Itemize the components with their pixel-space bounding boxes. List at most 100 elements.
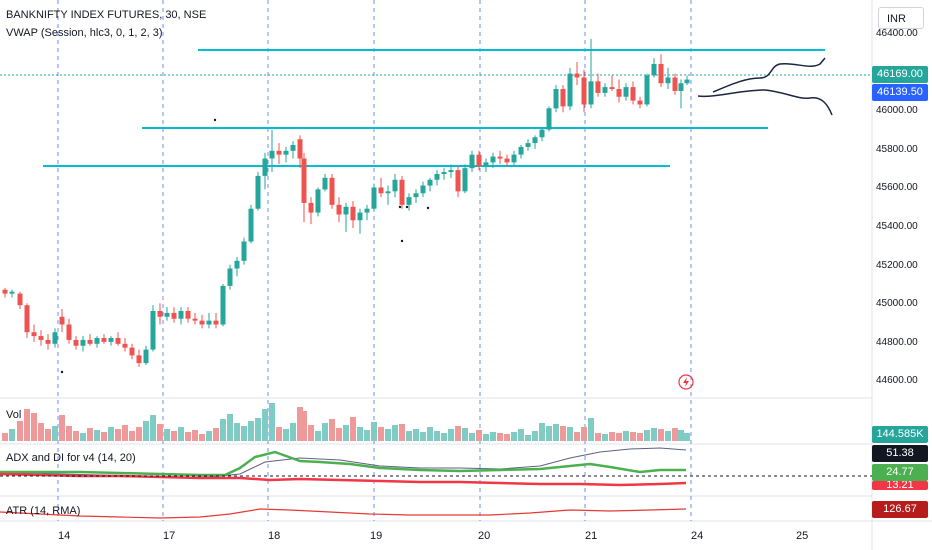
volume-bar <box>588 418 594 441</box>
volume-bar <box>581 427 587 441</box>
volume-bar <box>24 409 30 441</box>
candle-body <box>490 156 496 163</box>
candle-body <box>616 89 622 97</box>
candle-body <box>343 206 349 215</box>
volume-bar <box>9 429 15 441</box>
volume-bar <box>364 430 370 441</box>
currency-selector[interactable]: INR <box>878 7 924 29</box>
volume-label[interactable]: Vol <box>6 409 22 421</box>
volume-bar <box>684 433 690 441</box>
volume-bar <box>483 434 489 441</box>
marker-dot <box>400 239 404 243</box>
symbol-title[interactable]: BANKNIFTY INDEX FUTURES, 30, NSE <box>6 9 207 21</box>
candle-body <box>87 339 93 344</box>
volume-bar <box>290 423 296 441</box>
candle-body <box>322 177 328 190</box>
candle-body <box>157 310 163 317</box>
volume-bar <box>672 428 678 441</box>
volume-bar <box>164 429 170 441</box>
volume-bar <box>73 431 79 441</box>
adx-label[interactable]: ADX and DI for v4 (14, 20) <box>6 452 136 464</box>
candle-body <box>504 158 510 163</box>
price-tick-label: 45600.00 <box>876 182 918 194</box>
candle-body <box>420 185 426 194</box>
volume-bar <box>52 426 58 441</box>
volume-bar <box>66 426 72 441</box>
volume-bar <box>87 428 93 441</box>
volume-bar <box>108 427 114 441</box>
candle-body <box>213 320 219 325</box>
volume-bar <box>399 424 405 441</box>
time-tick-label: 21 <box>585 530 598 542</box>
candle-body <box>560 89 566 107</box>
volume-bar <box>455 426 461 441</box>
candle-body <box>178 310 184 319</box>
candle-body <box>9 291 15 294</box>
candle-body <box>150 310 156 350</box>
candle-body <box>94 338 100 344</box>
candle-body <box>609 87 615 90</box>
candle-body <box>38 336 44 340</box>
candle-body <box>637 100 643 105</box>
price-tick-label: 45200.00 <box>876 259 918 271</box>
candle-body <box>497 156 503 159</box>
volume-bar <box>80 433 86 441</box>
volume-bar <box>462 428 468 441</box>
volume-bar <box>357 427 363 441</box>
volume-bar <box>385 429 391 441</box>
atr-label[interactable]: ATR (14, RMA) <box>6 505 81 517</box>
drawing-stroke <box>697 89 833 116</box>
candle-body <box>80 339 86 346</box>
price-tick-label: 45000.00 <box>876 298 918 310</box>
volume-bar <box>143 421 149 441</box>
volume-bar <box>276 427 282 441</box>
volume-bar <box>658 429 664 441</box>
vwap-indicator-label[interactable]: VWAP (Session, hlc3, 0, 1, 2, 3) <box>6 27 163 39</box>
candle-body <box>665 77 671 84</box>
time-tick-label: 25 <box>796 530 809 542</box>
candle-body <box>413 193 419 198</box>
marker-dot <box>213 118 217 122</box>
candle-body <box>588 81 594 105</box>
volume-bar <box>378 427 384 441</box>
time-tick-label: 20 <box>478 530 491 542</box>
time-tick-label: 14 <box>58 530 71 542</box>
volume-bar <box>567 427 573 441</box>
candle-body <box>357 212 363 221</box>
volume-bar <box>122 425 128 441</box>
volume-bar <box>255 418 261 441</box>
di-plus-value-badge: 24.77 <box>872 464 928 481</box>
volume-bar <box>504 434 510 441</box>
candle-body <box>602 87 608 93</box>
candle-body <box>455 170 461 192</box>
candle-body <box>301 158 307 203</box>
candle-body <box>206 320 212 325</box>
volume-bar <box>38 423 44 441</box>
candle-body <box>476 154 482 167</box>
volume-bar <box>283 429 289 441</box>
candle-body <box>392 179 398 192</box>
volume-bar <box>616 433 622 441</box>
candle-body <box>185 310 191 319</box>
lightning-icon <box>678 374 694 390</box>
volume-bar <box>525 435 531 441</box>
volume-bar <box>553 424 559 441</box>
candle-body <box>315 189 321 213</box>
atr-line <box>0 508 687 519</box>
volume-bar <box>623 431 629 441</box>
candle-body <box>574 73 580 78</box>
candle-body <box>511 154 517 163</box>
adx-value-badge: 51.38 <box>872 445 928 462</box>
candle-body <box>59 316 65 325</box>
volume-bar <box>469 433 475 441</box>
candle-body <box>658 63 664 84</box>
time-tick-label: 17 <box>163 530 176 542</box>
volume-bar <box>220 419 226 441</box>
candle-body <box>434 173 440 180</box>
volume-bar <box>574 432 580 441</box>
price-tick-label: 44600.00 <box>876 375 918 387</box>
candle-body <box>678 83 684 91</box>
candle-body <box>269 150 275 159</box>
